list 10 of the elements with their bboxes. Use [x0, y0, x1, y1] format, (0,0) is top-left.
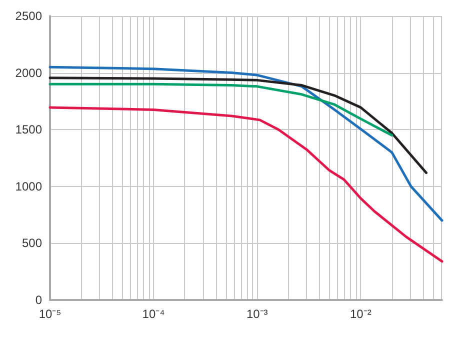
y-tick-label: 500	[22, 236, 42, 250]
y-tick-label: 2500	[15, 9, 42, 23]
x-tick-label: 10⁻²	[350, 307, 372, 321]
x-tick-label: 10⁻⁵	[38, 307, 62, 321]
x-tick-label: 10⁻³	[246, 307, 268, 321]
y-tick-label: 1000	[15, 179, 42, 194]
y-tick-label: 2000	[15, 66, 42, 80]
y-tick-label: 0	[35, 293, 42, 307]
x-tick-label: 10⁻⁴	[142, 307, 165, 321]
y-tick-label: 1500	[15, 122, 42, 137]
